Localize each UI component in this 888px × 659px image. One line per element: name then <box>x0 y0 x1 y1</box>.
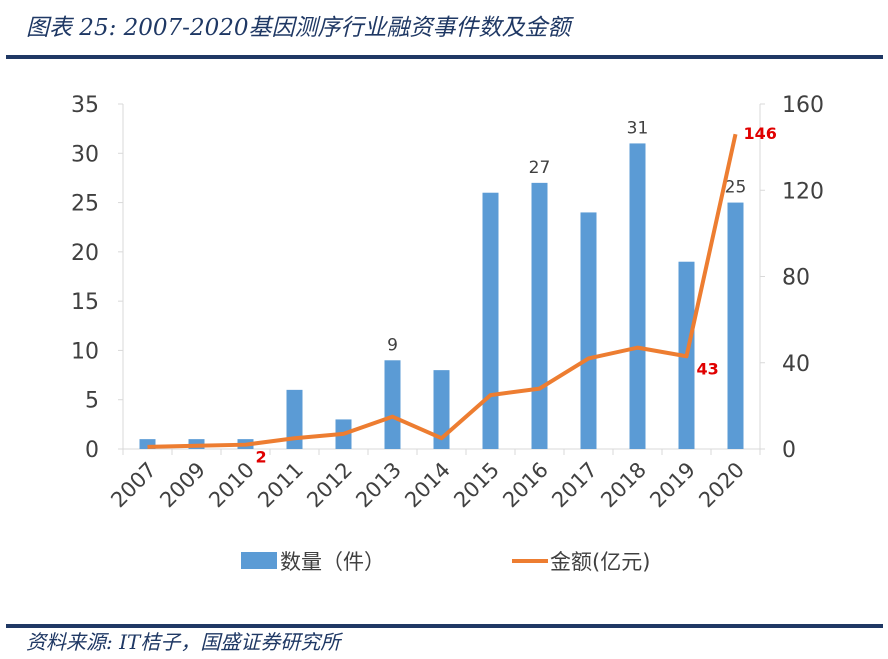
left-tick-label: 5 <box>85 389 99 414</box>
bar-2015 <box>482 192 499 449</box>
left-tick-label: 25 <box>71 192 99 217</box>
bar-data-label: 25 <box>725 178 747 198</box>
source-note: 资料来源: IT桔子，国盛证券研究所 <box>26 630 341 654</box>
x-tick-label: 2018 <box>596 458 651 513</box>
right-tick-label: 160 <box>782 93 824 118</box>
bar-data-label: 9 <box>387 335 398 355</box>
x-tick-label: 2010 <box>204 458 259 513</box>
right-tick-label: 80 <box>782 266 810 291</box>
left-tick-label: 35 <box>71 93 99 118</box>
x-tick-label: 2007 <box>106 458 161 513</box>
bar-2013 <box>384 360 401 449</box>
x-tick-label: 2019 <box>645 458 700 513</box>
bar-2020 <box>727 202 744 449</box>
x-tick-label: 2013 <box>351 458 406 513</box>
x-tick-label: 2014 <box>400 458 455 513</box>
bar-2014 <box>433 370 450 449</box>
left-tick-label: 10 <box>71 339 99 364</box>
left-tick-label: 30 <box>71 142 99 167</box>
left-tick-label: 20 <box>71 241 99 266</box>
right-tick-label: 120 <box>782 179 824 204</box>
line-data-label: 43 <box>697 359 719 378</box>
left-tick-label: 15 <box>71 290 99 315</box>
bar-2016 <box>531 182 548 449</box>
x-tick-label: 2016 <box>498 458 553 513</box>
legend-bar-label: 数量（件） <box>280 550 385 574</box>
figure-title: 图表 25: 2007-2020基因测序行业融资事件数及金额 <box>26 15 571 41</box>
legend-bar-swatch <box>241 552 277 569</box>
line-data-label: 146 <box>744 124 777 143</box>
line-data-label: 2 <box>256 448 267 467</box>
bar-data-label: 27 <box>529 158 551 178</box>
x-tick-label: 2009 <box>155 458 210 513</box>
left-tick-label: 0 <box>85 438 99 463</box>
bar-2007 <box>139 439 156 449</box>
bar-2011 <box>286 389 303 449</box>
x-tick-label: 2020 <box>694 458 749 513</box>
x-tick-label: 2015 <box>449 458 504 513</box>
x-tick-label: 2012 <box>302 458 357 513</box>
bar-2017 <box>580 212 597 449</box>
bar-2018 <box>629 143 646 449</box>
right-tick-label: 40 <box>782 352 810 377</box>
footer-divider <box>6 624 883 628</box>
bar-data-label: 31 <box>627 118 649 138</box>
legend-line-label: 金额(亿元) <box>550 550 650 574</box>
right-tick-label: 0 <box>782 438 796 463</box>
x-tick-label: 2017 <box>547 458 602 513</box>
title-divider <box>6 55 883 59</box>
